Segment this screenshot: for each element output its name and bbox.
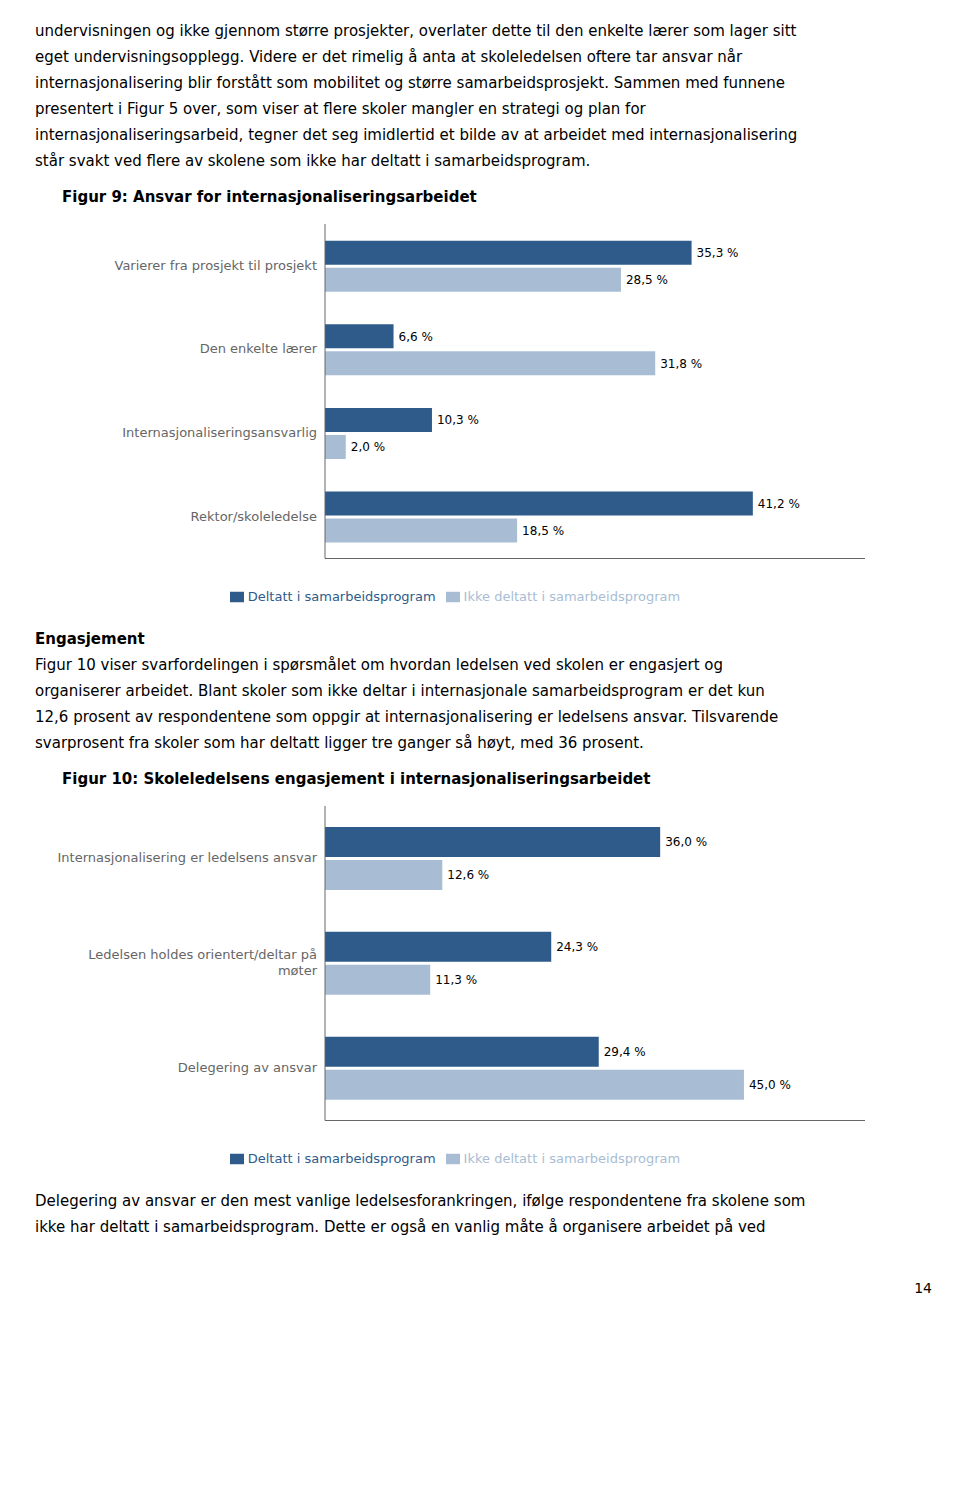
html-text:Figur 9: Ansvar for internasjo: Figur 9: Ansvar for internasjonalisering… bbox=[62, 188, 477, 206]
html-text:internasjonalisering blir fors: internasjonalisering blir forstått som m… bbox=[35, 74, 785, 92]
svg-text:Den enkelte lærer: Den enkelte lærer bbox=[200, 341, 318, 356]
svg-text:Internasjonalisering er ledels: Internasjonalisering er ledelsens ansvar bbox=[58, 850, 318, 865]
html-text:Ikke deltatt i samarbeidsprogr: Ikke deltatt i samarbeidsprogram bbox=[463, 1150, 681, 1166]
svg-text:Ledelsen holdes orientert/delt: Ledelsen holdes orientert/deltar påmøter bbox=[88, 947, 317, 978]
html-text:Figur 10: Skoleledelsens engas: Figur 10: Skoleledelsens engasjement i i… bbox=[62, 770, 651, 788]
svg-text:24,3 %: 24,3 % bbox=[556, 940, 598, 954]
html-text:Engasjement: Engasjement bbox=[35, 630, 145, 648]
html-text:presentert i Figur 5 over, som: presentert i Figur 5 over, som viser at … bbox=[35, 100, 646, 118]
svg-text:Varierer fra prosjekt til pros: Varierer fra prosjekt til prosjekt bbox=[115, 258, 318, 273]
html-text:organiserer arbeidet. Blant sk: organiserer arbeidet. Blant skoler som i… bbox=[35, 682, 765, 700]
svg-text:10,3 %: 10,3 % bbox=[437, 413, 479, 427]
svg-text:2,0 %: 2,0 % bbox=[351, 440, 385, 454]
svg-text:12,6 %: 12,6 % bbox=[447, 868, 489, 882]
html-text:12,6 prosent av respondentene: 12,6 prosent av respondentene som oppgir… bbox=[35, 708, 779, 726]
svg-text:18,5 %: 18,5 % bbox=[522, 524, 564, 538]
html-text:internasjonaliseringsarbeid, t: internasjonaliseringsarbeid, tegner det … bbox=[35, 126, 798, 144]
svg-text:45,0 %: 45,0 % bbox=[749, 1078, 791, 1092]
html-text:svarprosent fra skoler som har: svarprosent fra skoler som har deltatt l… bbox=[35, 734, 644, 752]
html-text:Ikke deltatt i samarbeidsprogr: Ikke deltatt i samarbeidsprogram bbox=[463, 588, 681, 604]
html-text:Deltatt i samarbeidsprogram: Deltatt i samarbeidsprogram bbox=[247, 1150, 436, 1166]
html-text:14: 14 bbox=[914, 1280, 932, 1296]
svg-text:29,4 %: 29,4 % bbox=[604, 1045, 646, 1059]
svg-text:Delegering av ansvar: Delegering av ansvar bbox=[178, 1060, 318, 1075]
html-text:Delegering av ansvar er den me: Delegering av ansvar er den mest vanlige… bbox=[35, 1192, 806, 1210]
svg-text:35,3 %: 35,3 % bbox=[697, 246, 739, 260]
svg-text:31,8 %: 31,8 % bbox=[660, 357, 702, 371]
html-text:står svakt ved flere av skolen: står svakt ved flere av skolene som ikke… bbox=[35, 152, 591, 170]
svg-text:36,0 %: 36,0 % bbox=[665, 835, 707, 849]
svg-text:Rektor/skoleledelse: Rektor/skoleledelse bbox=[191, 509, 317, 524]
svg-text:11,3 %: 11,3 % bbox=[435, 973, 477, 987]
html-text:undervisningen og ikke gjennom: undervisningen og ikke gjennom større pr… bbox=[35, 22, 797, 40]
html-text:eget undervisningsopplegg. Vid: eget undervisningsopplegg. Videre er det… bbox=[35, 48, 743, 66]
svg-text:6,6 %: 6,6 % bbox=[399, 330, 433, 344]
svg-text:Internasjonaliseringsansvarlig: Internasjonaliseringsansvarlig bbox=[122, 425, 317, 440]
svg-text:28,5 %: 28,5 % bbox=[626, 273, 668, 287]
svg-text:41,2 %: 41,2 % bbox=[758, 497, 800, 511]
html-text:Deltatt i samarbeidsprogram: Deltatt i samarbeidsprogram bbox=[247, 588, 436, 604]
html-text:ikke har deltatt i samarbeidsp: ikke har deltatt i samarbeidsprogram. De… bbox=[35, 1218, 766, 1236]
html-text:Figur 10 viser svarfordelingen: Figur 10 viser svarfordelingen i spørsmå… bbox=[35, 656, 723, 674]
